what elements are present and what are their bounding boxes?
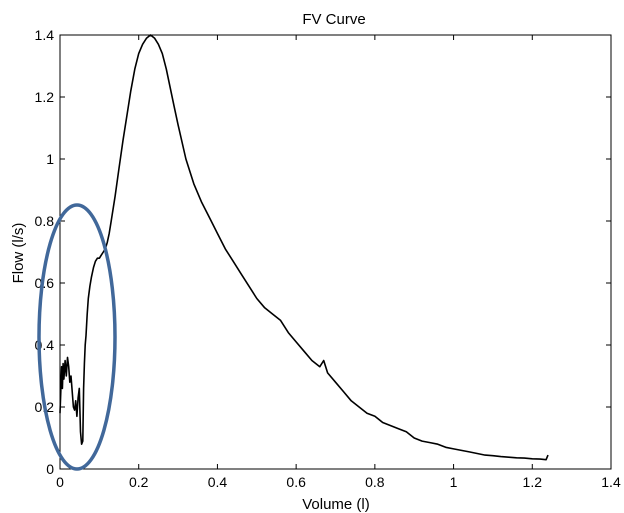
y-axis-label: Flow (l/s) [10,223,27,284]
y-tick-label: 0.8 [35,213,55,229]
y-tick-label: 0.6 [35,275,55,291]
x-tick-label: 0.6 [286,474,306,490]
x-tick-label: 1.2 [523,474,543,490]
highlight-ellipse [37,203,117,471]
y-tick-label: 1 [46,151,54,167]
series-line [59,34,549,461]
x-tick-label: 0 [56,474,64,490]
axes-box [59,34,612,470]
x-tick-label: 0.8 [365,474,385,490]
x-tick-label: 0.2 [129,474,149,490]
y-tick-label: 1.2 [35,89,55,105]
x-tick-label: 1.4 [601,474,621,490]
plot-area: 0 0.2 0.4 0.6 0.8 1 1.2 1.400.20.40.60.811.21.4 [35,27,621,490]
y-tick-label: 0 [46,461,54,477]
y-tick-label: 1.4 [35,27,55,43]
x-axis-label: Volume (l) [302,496,370,513]
x-tick-label: 1 [450,474,458,490]
x-tick-label: 0.4 [208,474,228,490]
chart-title: FV Curve [302,11,365,28]
